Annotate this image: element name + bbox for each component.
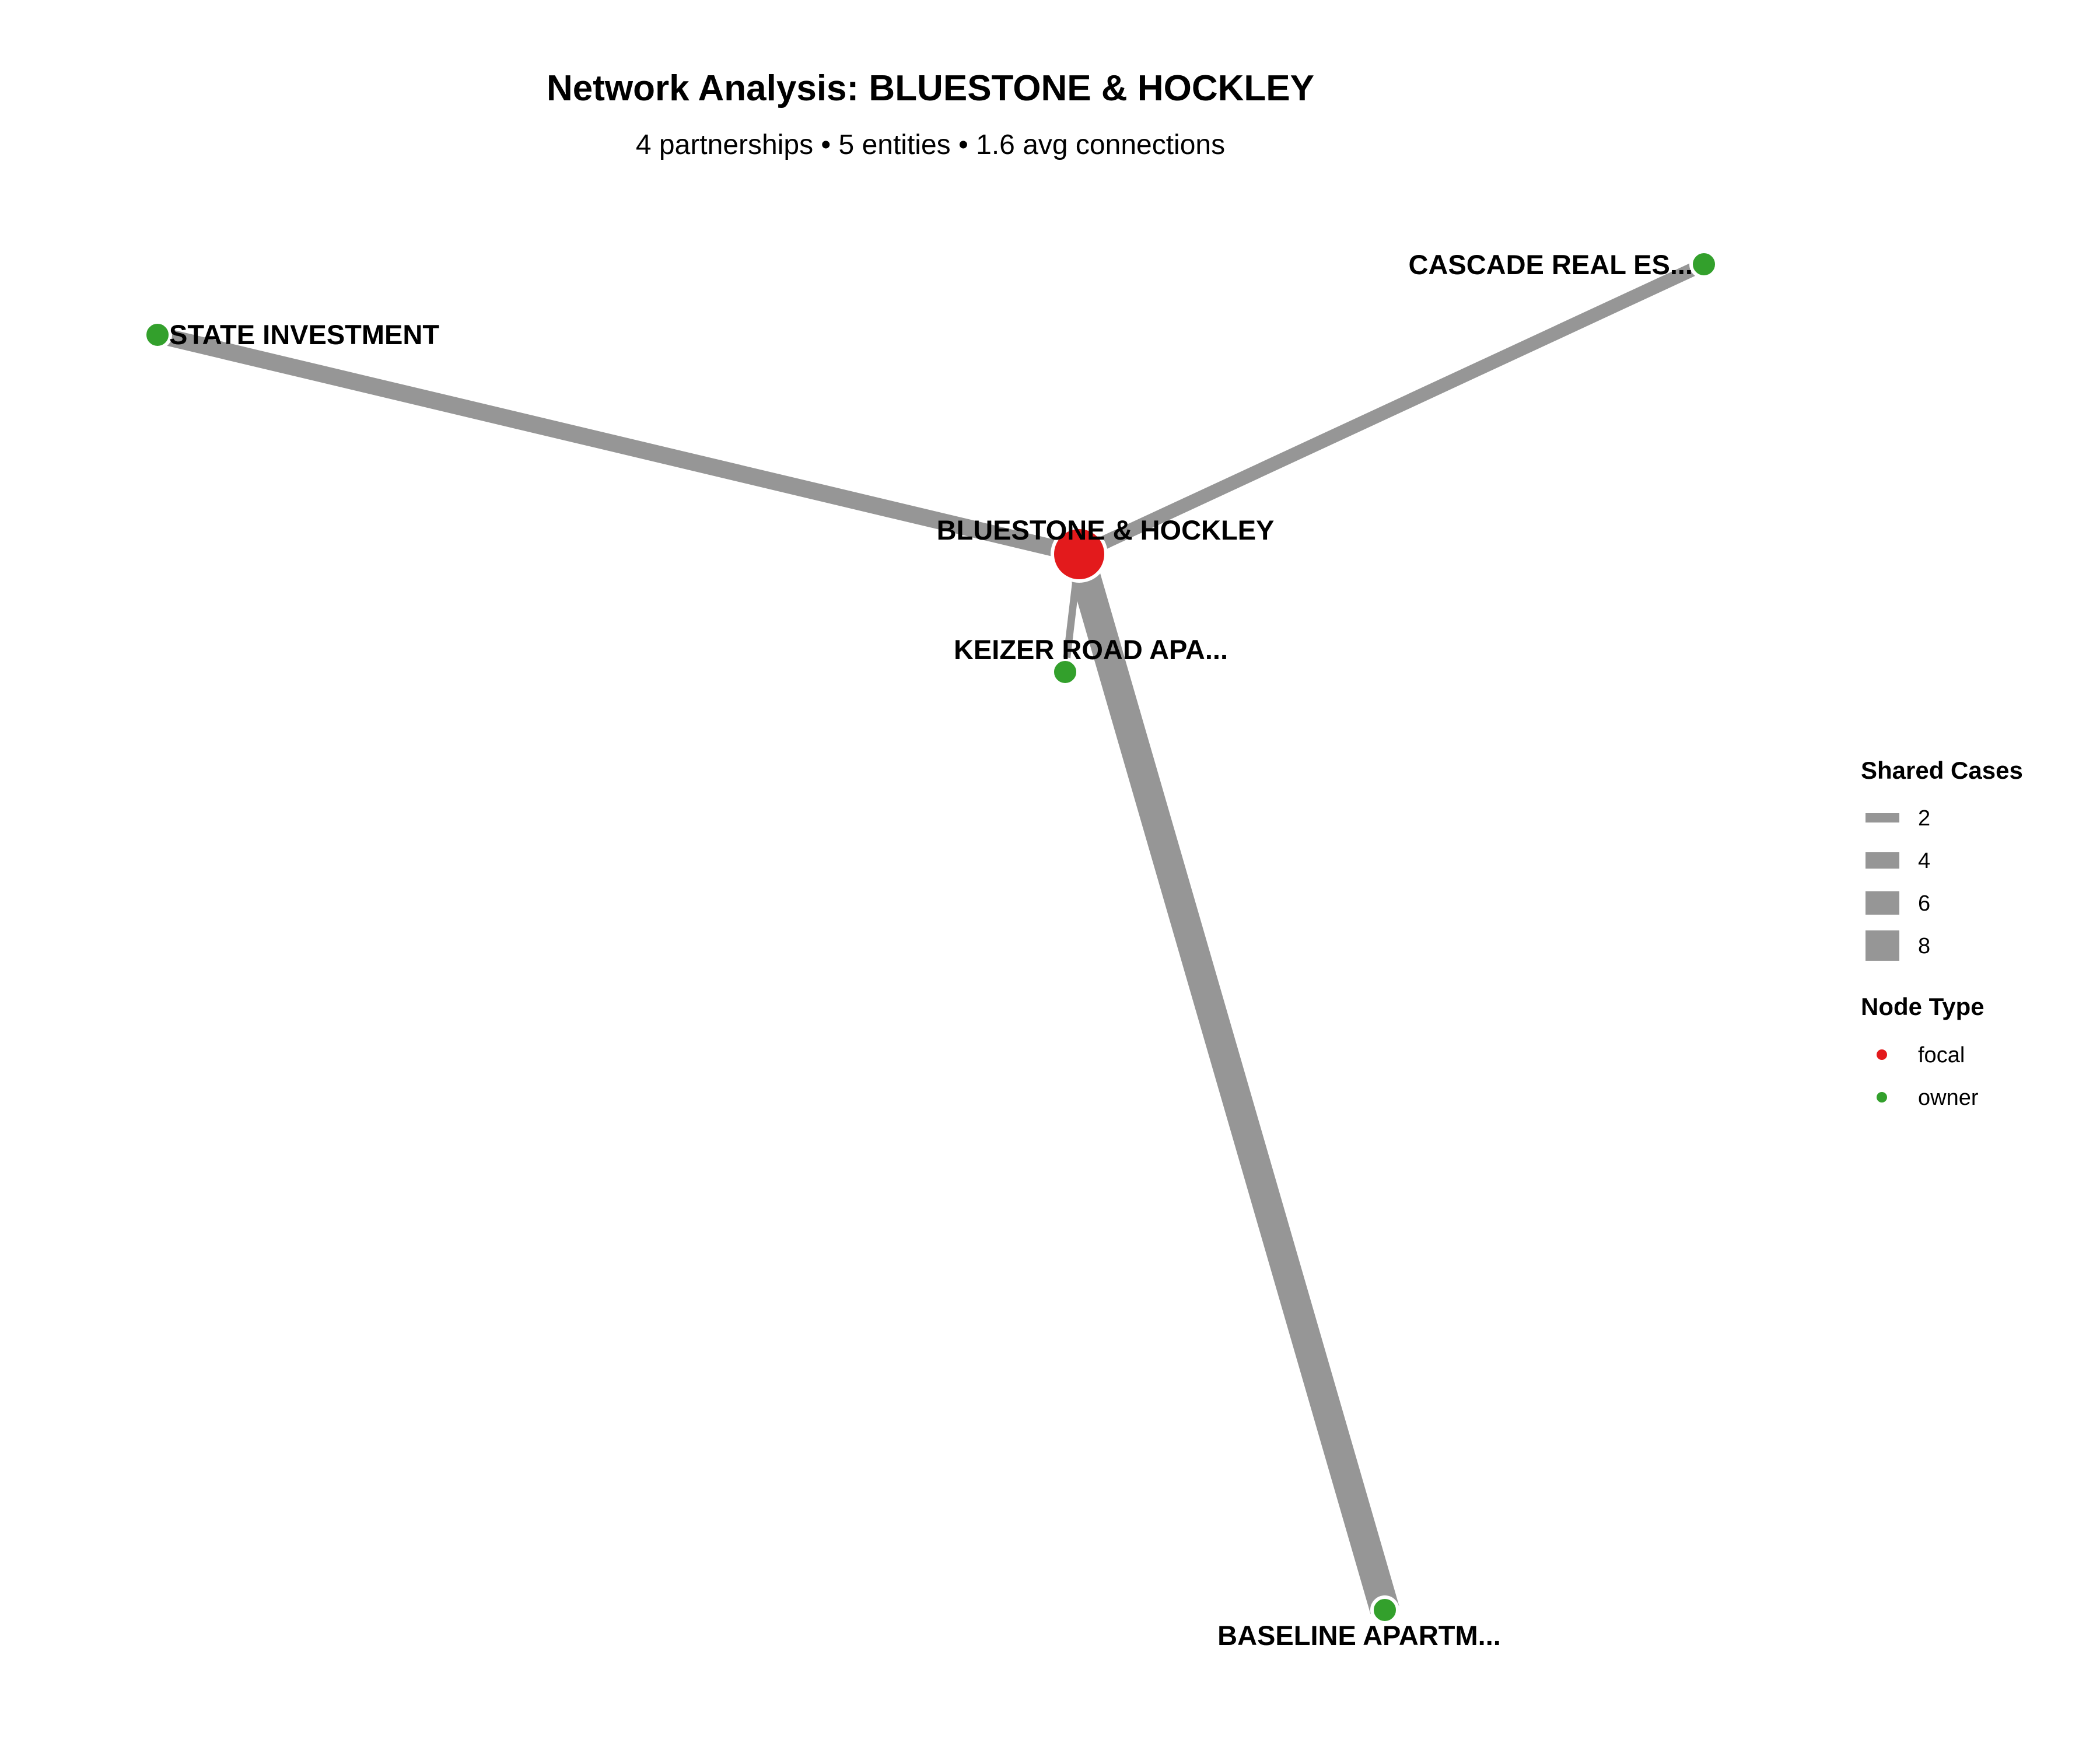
node-label-baseline: BASELINE APARTM... (1217, 1620, 1501, 1651)
legend-label-6: 6 (1918, 891, 1930, 916)
legend-node-type-title: Node Type (1861, 993, 1985, 1020)
legend-swatch-4 (1866, 852, 1899, 869)
legend-swatch-2 (1866, 813, 1899, 822)
legend-swatch-8 (1866, 930, 1899, 961)
node-label-bluestone: BLUESTONE & HOCKLEY (937, 514, 1275, 545)
legend-shared-cases-title: Shared Cases (1861, 757, 2023, 784)
legend: Shared Cases 2 4 6 8 Node Type focal owner (1861, 757, 2023, 1110)
node-state[interactable] (143, 320, 172, 349)
node-layer (143, 250, 1718, 1625)
legend-node-type-items: focal owner (1877, 1043, 1979, 1110)
node-label-keizer: KEIZER ROAD APA... (954, 634, 1228, 665)
legend-label-owner: owner (1918, 1086, 1979, 1110)
chart-title: Network Analysis: BLUESTONE & HOCKLEY (547, 68, 1314, 108)
legend-dot-owner (1877, 1092, 1887, 1102)
legend-swatch-6 (1866, 891, 1899, 915)
node-label-cascade: CASCADE REAL ES... (1409, 249, 1693, 280)
node-baseline[interactable] (1370, 1595, 1399, 1625)
chart-subtitle: 4 partnerships • 5 entities • 1.6 avg co… (636, 130, 1225, 160)
node-cascade[interactable] (1689, 250, 1718, 279)
edge-bluestone-cascade (1076, 258, 1707, 561)
legend-label-4: 4 (1918, 849, 1930, 873)
node-keizer[interactable] (1051, 657, 1080, 687)
edge-layer (155, 258, 1707, 1615)
label-layer: BLUESTONE & HOCKLEY STATE INVESTMENT CASCA… (169, 249, 1693, 1651)
node-label-state: STATE INVESTMENT (169, 319, 439, 350)
legend-shared-cases-items: 2 4 6 8 (1866, 806, 1930, 961)
legend-label-2: 2 (1918, 806, 1930, 831)
legend-label-8: 8 (1918, 934, 1930, 958)
legend-dot-focal (1877, 1049, 1887, 1060)
legend-label-focal: focal (1918, 1043, 1965, 1068)
edge-bluestone-baseline (1065, 550, 1399, 1615)
edge-bluestone-state (155, 326, 1082, 563)
node-bluestone[interactable] (1051, 526, 1108, 583)
